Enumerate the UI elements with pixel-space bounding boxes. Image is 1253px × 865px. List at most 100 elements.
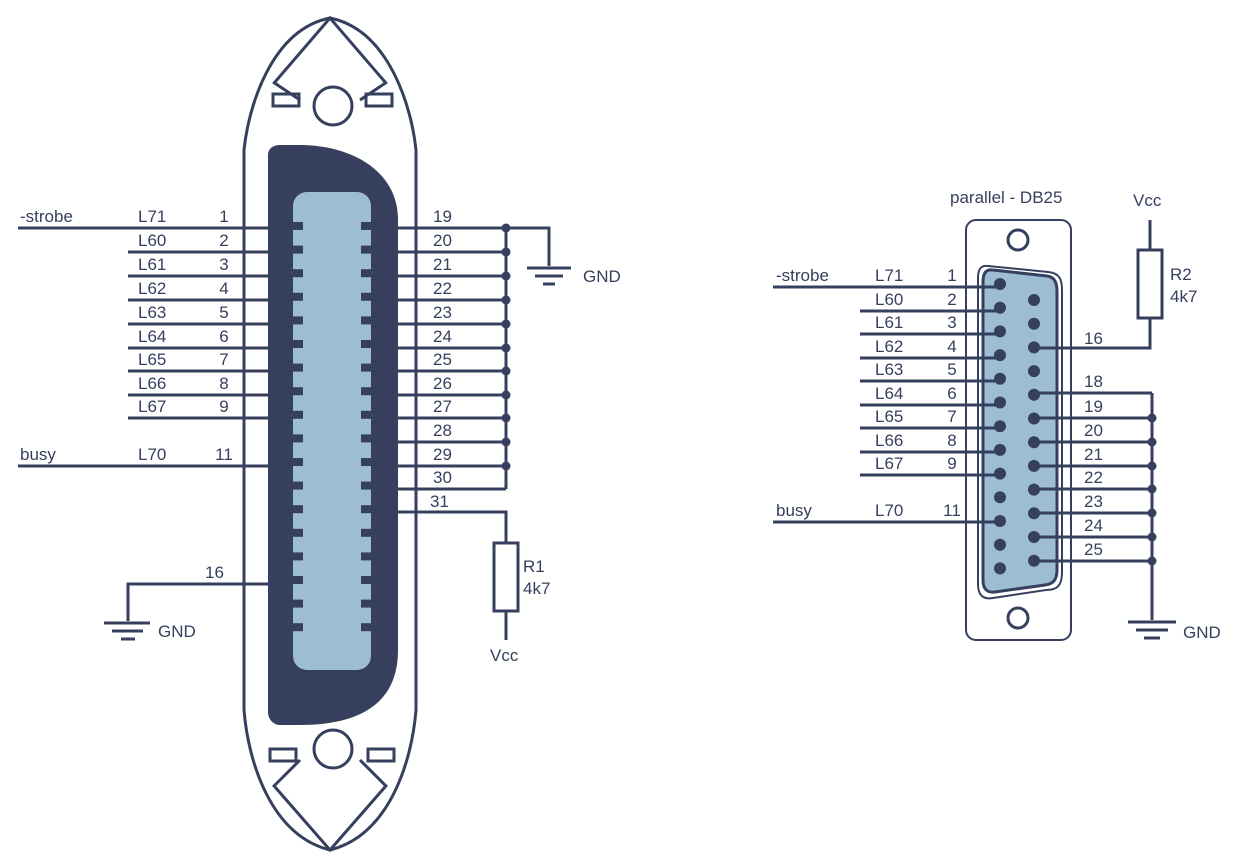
centronics-right-pin-label: 21 (433, 255, 452, 274)
db25-pin-top-row (994, 420, 1006, 433)
centronics-line-label: L63 (138, 303, 166, 322)
centronics-contact-right (361, 245, 371, 254)
db25-line-label: L65 (875, 407, 903, 426)
db25-right-pin-label: 23 (1084, 492, 1103, 511)
centronics-contact-left (293, 245, 303, 254)
db25-vcc-label: Vcc (1133, 191, 1162, 210)
centronics-contact-left (293, 316, 303, 325)
junction-dot (501, 366, 511, 376)
junction-dot (1147, 508, 1157, 518)
r1-value-label: 4k7 (523, 579, 550, 598)
db25-connector (965, 219, 1072, 641)
ground-symbol-centronics-bottom (104, 621, 150, 641)
centronics-contact-left (293, 340, 303, 348)
centronics-labels: -strobe L71 1 L60 2 L61 3 L62 4 L63 5 L64 6 L65 7 L66 8 L… (20, 207, 452, 487)
centronics-line-label: L70 (138, 445, 166, 464)
db25-line-label: L70 (875, 501, 903, 520)
db25-right-pin-label: 20 (1084, 421, 1103, 440)
db25-pin-label: 8 (947, 431, 956, 450)
centronics-contact-right (361, 458, 371, 466)
db25-pin-label: 2 (947, 290, 956, 309)
junction-dot (1147, 532, 1157, 542)
ground-symbol-db25 (1128, 620, 1176, 640)
db25-right-pin-label: 18 (1084, 372, 1103, 391)
centronics-pin-label: 3 (219, 255, 228, 274)
centronics-right-pin-label: 30 (433, 468, 452, 487)
r2-value-label: 4k7 (1170, 287, 1197, 306)
centronics-contacts (293, 222, 371, 632)
db25-pin-label: 6 (947, 384, 956, 403)
db25-pin-bottom-row (1028, 317, 1040, 330)
centronics-line-label: L60 (138, 231, 166, 250)
db25-pin-label: 1 (947, 266, 956, 285)
centronics-contact-left (293, 458, 303, 466)
centronics-line-label: L67 (138, 397, 166, 416)
ground-symbol-centronics-top (527, 266, 571, 286)
db25-pin-bottom-row (1028, 388, 1040, 401)
db25-pin-label: 9 (947, 454, 956, 473)
centronics-pin-16-label: 16 (205, 563, 224, 582)
db25-signal-name: -strobe (776, 266, 829, 285)
centronics-line-label: L66 (138, 374, 166, 393)
centronics-pin-31-label: 31 (430, 492, 449, 511)
centronics-contact-right (361, 269, 371, 278)
centronics-line-label: L71 (138, 207, 166, 226)
centronics-contact-right (361, 363, 371, 372)
centronics-pin-label: 5 (219, 303, 228, 322)
db25-pin-top-row (994, 491, 1006, 504)
centronics-contact-left (293, 505, 303, 514)
db25-pin-top-row (994, 538, 1006, 551)
centronics-contact-left (293, 387, 303, 396)
centronics-pin-label: 8 (219, 374, 228, 393)
centronics-line-label: L64 (138, 327, 166, 346)
centronics-pin-label: 11 (215, 445, 233, 464)
centronics-contact-right (361, 623, 371, 632)
centronics-bottom-screw (268, 728, 396, 853)
db25-pin-bottom-row (1028, 294, 1040, 306)
db25-pin-label: 4 (947, 337, 956, 356)
db25-line-label: L62 (875, 337, 903, 356)
db25-shell-d (977, 264, 1063, 600)
db25-pin-label: 3 (947, 313, 956, 332)
centronics-pin-label: 1 (219, 207, 228, 226)
centronics-line-label: L61 (138, 255, 166, 274)
centronics-gnd-label: GND (583, 267, 621, 286)
centronics-gnd-label-bottom: GND (158, 622, 196, 641)
centronics-pin-label: 6 (219, 327, 228, 346)
centronics-contact-right (361, 481, 371, 490)
centronics-contact-left (293, 599, 303, 608)
db25-right-pin-label: 22 (1084, 468, 1103, 487)
centronics-wiring (18, 223, 571, 641)
junction-dot (1147, 556, 1157, 566)
centronics-contact-left (293, 576, 303, 584)
centronics-contact-right (361, 410, 371, 419)
centronics-contact-left (293, 528, 303, 537)
db25-signal-name: busy (776, 501, 812, 520)
centronics-contact-right (361, 528, 371, 537)
junction-dot (501, 390, 511, 400)
db25-pin-label: 5 (947, 360, 956, 379)
db25-pin-top-row (994, 396, 1006, 409)
centronics-signal-name: -strobe (20, 207, 73, 226)
junction-dot (501, 343, 511, 353)
db25-right-pin-label: 19 (1084, 397, 1103, 416)
junction-dot (501, 271, 511, 281)
centronics-right-pin-label: 20 (433, 231, 452, 250)
junction-dot (1147, 461, 1157, 471)
centronics-contact-right (361, 434, 371, 443)
db25-line-label: L66 (875, 431, 903, 450)
centronics-contact-left (293, 434, 303, 443)
db25-pin-label: 11 (943, 501, 961, 520)
centronics-pin-label: 4 (219, 279, 228, 298)
db25-pin-top-row (994, 372, 1006, 385)
r2-name-label: R2 (1170, 265, 1192, 284)
centronics-vcc-label: Vcc (490, 646, 519, 665)
centronics-contact-left (293, 269, 303, 278)
centronics-pin-label: 7 (219, 350, 228, 369)
db25-pin-bottom-row (1028, 365, 1040, 378)
db25-line-label: L67 (875, 454, 903, 473)
centronics-pin-label: 2 (219, 231, 228, 250)
resistor-r1 (492, 541, 520, 613)
db25-wiring (773, 220, 1176, 640)
centronics-contact-left (293, 222, 303, 230)
